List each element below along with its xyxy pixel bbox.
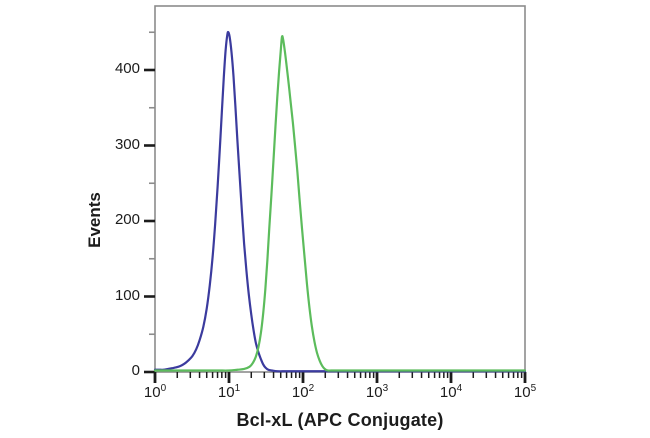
x-tick-label: 103 [347,383,407,402]
x-axis-ticks [153,372,527,383]
x-tick-label: 104 [421,383,481,402]
series-curve-bcl-xl-antibody [153,35,527,372]
x-tick-label: 102 [273,383,333,402]
x-tick-exponent: 4 [456,383,463,394]
x-tick-mantissa: 10 [439,384,457,401]
x-tick-exponent: 3 [382,383,389,394]
x-tick-mantissa: 10 [217,384,235,401]
x-axis-title: Bcl-xL (APC Conjugate) [236,410,444,430]
x-tick-mantissa: 10 [513,384,531,401]
x-tick-exponent: 1 [234,383,241,394]
y-tick-label: 100 [114,286,140,304]
x-tick-exponent: 5 [530,383,537,394]
x-tick-mantissa: 10 [143,384,161,401]
x-tick-exponent: 2 [308,383,315,394]
x-tick-exponent: 0 [160,383,167,394]
y-axis-ticks [144,31,155,374]
histogram-curves [153,30,527,373]
plot-frame [154,5,526,373]
x-tick-label: 105 [495,383,555,402]
series-curve-control [153,30,527,373]
x-tick-label: 100 [125,383,185,402]
x-tick-mantissa: 10 [291,384,309,401]
x-tick-label: 101 [199,383,259,402]
y-tick-label: 0 [131,362,140,379]
y-tick-label: 400 [114,60,140,77]
x-tick-mantissa: 10 [365,384,383,401]
y-tick-label: 300 [114,135,140,153]
y-tick-label: 200 [114,211,140,228]
